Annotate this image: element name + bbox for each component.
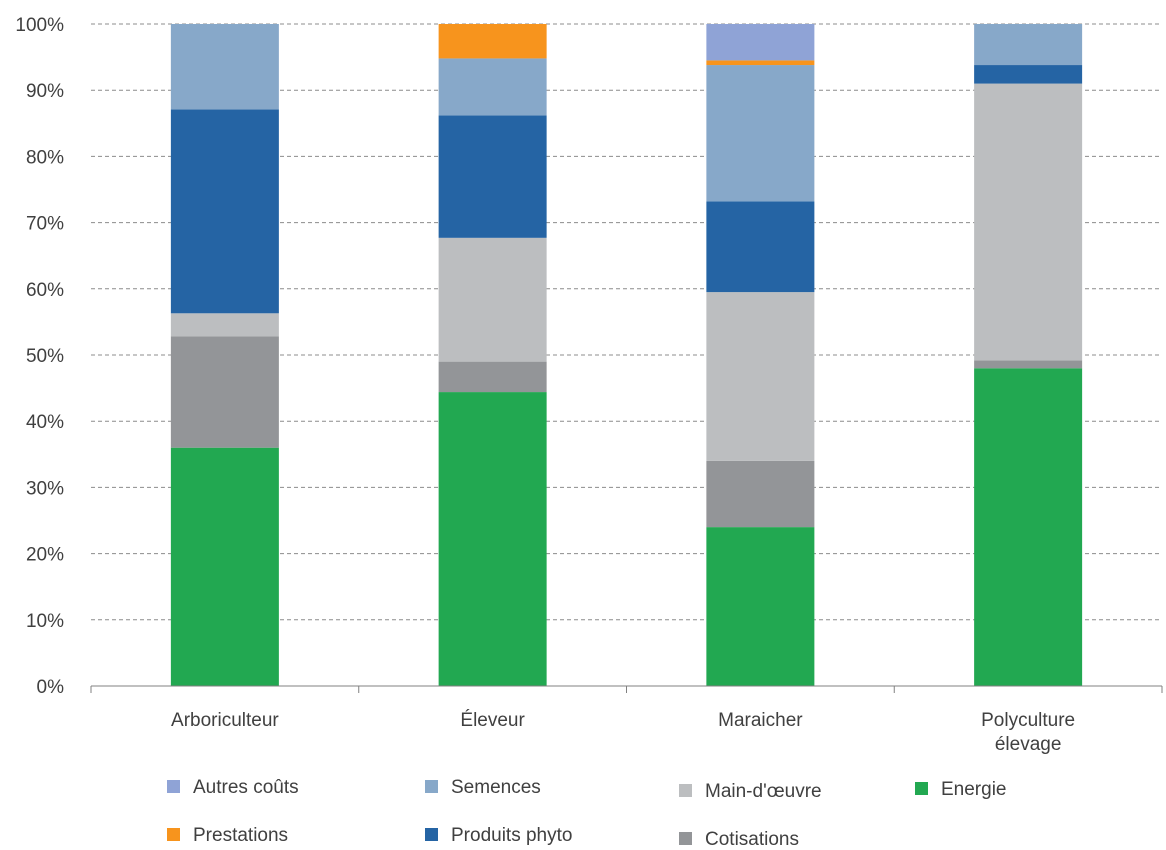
bar-segment [706, 292, 815, 461]
legend-label: Produits phyto [451, 825, 572, 846]
legend-swatch [679, 784, 692, 797]
legend-swatch [915, 782, 928, 795]
x-category-label: élevage [995, 734, 1062, 755]
y-tick-label: 50% [26, 346, 64, 367]
y-tick-label: 40% [26, 412, 64, 433]
x-axis: Arboriculteur Éleveur Maraicher Polyculture… [90, 685, 1163, 755]
legend-swatch [167, 828, 180, 841]
y-tick-label: 90% [26, 81, 64, 102]
legend-swatch [425, 780, 438, 793]
legend-label: Energie [941, 779, 1007, 800]
legend-label: Cotisations [705, 829, 799, 850]
bar-segment [438, 361, 547, 393]
legend-swatch [425, 828, 438, 841]
bar-segment [438, 115, 547, 238]
bar-segment [438, 24, 547, 59]
bar-segment [170, 447, 279, 686]
legend-label: Main-d'œuvre [705, 781, 822, 802]
bars [170, 24, 1083, 686]
bar-segment [974, 360, 1083, 369]
x-category-label: Éleveur [460, 710, 525, 731]
y-tick-label: 20% [26, 545, 64, 566]
legend-label: Semences [451, 777, 541, 798]
bar-segment [170, 313, 279, 337]
x-category-label: Maraicher [718, 710, 803, 731]
x-category-label: Polyculture [981, 710, 1075, 731]
bar-segment [438, 392, 547, 686]
y-tick-label: 10% [26, 611, 64, 632]
bar-segment [170, 336, 279, 448]
y-tick-label: 70% [26, 214, 64, 235]
bar-segment [706, 201, 815, 293]
y-tick-label: 30% [26, 478, 64, 499]
bar-segment [974, 65, 1083, 84]
bar-segment [706, 24, 815, 61]
x-category-label: Arboriculteur [171, 710, 279, 731]
bar-segment [438, 58, 547, 116]
y-tick-label: 80% [26, 147, 64, 168]
y-tick-label: 0% [37, 677, 65, 698]
bar-segment [706, 460, 815, 528]
legend-swatch [167, 780, 180, 793]
bar-segment [170, 109, 279, 314]
bar-segment [974, 83, 1083, 361]
legend-label: Autres coûts [193, 777, 299, 798]
y-tick-label: 60% [26, 280, 64, 301]
bar-segment [974, 368, 1083, 686]
y-axis: 0% 10% 20% 30% 40% 50% 60% 70% 80% 90% 100% [15, 15, 64, 698]
bar-segment [706, 527, 815, 686]
bar-segment [170, 24, 279, 110]
bar-segment [706, 65, 815, 202]
bar-segment [438, 237, 547, 362]
legend-label: Prestations [193, 825, 288, 846]
y-tick-label: 100% [15, 15, 64, 36]
bar-segment [974, 24, 1083, 66]
legend: Autres coûts Semences Main-d'œuvre Energie P… [167, 777, 1007, 850]
legend-swatch [679, 832, 692, 845]
bar-segment [706, 60, 815, 66]
